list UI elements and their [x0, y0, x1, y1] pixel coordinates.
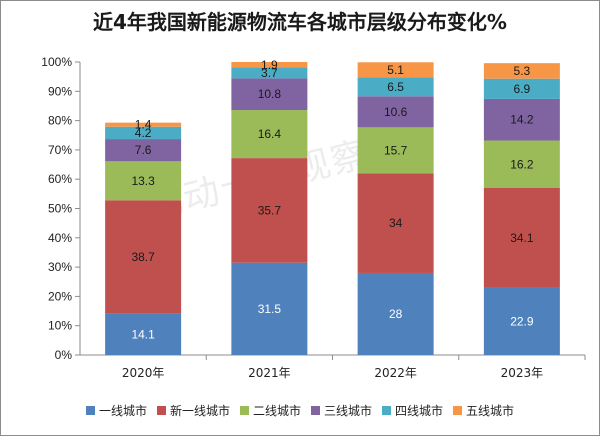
legend-label: 三线城市	[324, 404, 373, 418]
y-tick-label: 70%	[48, 143, 72, 157]
bar-segment	[483, 78, 560, 99]
bar-segment	[105, 126, 182, 140]
bar-segment	[231, 110, 308, 159]
x-tick-label: 2021年	[248, 366, 291, 380]
legend-item: 新一线城市	[156, 402, 230, 419]
y-tick-label: 0%	[55, 348, 73, 362]
data-label: 3.7	[261, 66, 278, 80]
bar-segment	[105, 200, 182, 314]
bar-segment	[105, 161, 182, 201]
bar-segment	[231, 62, 308, 68]
legend: 一线城市 新一线城市 二线城市 三线城市 四线城市 五线城市	[0, 402, 600, 419]
data-label: 34	[389, 216, 403, 230]
bar-segment	[231, 67, 308, 79]
bar-segment	[231, 262, 308, 355]
data-label: 6.9	[514, 82, 531, 96]
legend-item: 二线城市	[239, 402, 301, 419]
bar-segment	[357, 173, 434, 273]
y-tick-label: 30%	[48, 260, 72, 274]
bar-segment	[483, 98, 560, 141]
legend-label: 二线城市	[252, 404, 301, 418]
axes: 0% 10% 20% 30% 40% 50% 60% 70% 80% 90% 100% 2020年 20…	[41, 55, 586, 380]
legend-label: 新一线城市	[169, 404, 230, 418]
legend-item: 四线城市	[382, 402, 443, 419]
y-tick-label: 60%	[48, 172, 72, 186]
data-label: 28	[389, 307, 403, 321]
chart-title: 近4年我国新能源物流车各城市层级分布变化%	[93, 10, 507, 34]
x-tick-label: 2023年	[501, 366, 544, 380]
data-label: 16.2	[510, 157, 534, 171]
data-label: 31.5	[258, 302, 282, 316]
x-tick-label: 2022年	[374, 366, 417, 380]
data-labels: 14.1 38.7 13.3 7.6 4.21.4 31.5 35.7 16.4 10.8 3.7…	[131, 58, 533, 342]
data-label: 7.6	[135, 143, 152, 157]
legend-item: 一线城市	[85, 402, 147, 419]
data-label: 35.7	[258, 203, 282, 217]
legend-item: 三线城市	[311, 402, 372, 419]
bar-segment	[231, 158, 308, 263]
legend-label: 五线城市	[466, 404, 515, 418]
data-label: 13.3	[131, 174, 155, 188]
legend-label: 四线城市	[395, 404, 444, 418]
bar-segment	[357, 96, 434, 128]
y-tick-label: 10%	[48, 319, 72, 333]
legend-label: 一线城市	[98, 404, 147, 418]
bar-segment	[357, 62, 434, 78]
y-tick-label: 50%	[48, 202, 72, 216]
data-label: 38.7	[131, 250, 155, 264]
data-label: 1.9	[261, 58, 278, 72]
y-tick-label: 20%	[48, 289, 72, 303]
y-tick-label: 40%	[48, 231, 72, 245]
legend-item: 五线城市	[453, 402, 514, 419]
bar-segment	[105, 139, 182, 162]
bar-segment	[483, 63, 560, 79]
data-label: 4.2	[135, 126, 152, 140]
legend-swatch	[239, 406, 249, 415]
legend-swatch	[382, 406, 392, 415]
legend-swatch	[156, 406, 166, 415]
data-label: 16.4	[258, 127, 282, 141]
legend-swatch	[85, 406, 95, 415]
data-label: 34.1	[510, 231, 534, 245]
x-tick-label: 2020年	[122, 366, 165, 380]
data-label: 14.1	[131, 327, 155, 341]
bar-segment	[105, 313, 182, 355]
bar-segment	[231, 78, 308, 111]
data-label: 1.4	[135, 118, 152, 132]
data-label: 14.2	[510, 113, 534, 127]
data-label: 22.9	[510, 314, 534, 328]
legend-swatch	[453, 406, 463, 415]
bar-segment	[483, 287, 560, 355]
data-label: 5.1	[387, 63, 404, 77]
data-label: 5.3	[514, 64, 531, 78]
y-tick-label: 90%	[48, 84, 72, 98]
bar-segment	[357, 272, 434, 355]
data-label: 10.6	[384, 105, 408, 119]
bar-segment	[105, 122, 182, 127]
bar-segment	[357, 77, 434, 97]
bar-segment	[483, 187, 560, 288]
legend-swatch	[311, 406, 320, 415]
bars	[105, 62, 560, 355]
y-tick-label: 100%	[41, 55, 72, 69]
y-tick-label: 80%	[48, 114, 72, 128]
data-label: 10.8	[258, 87, 282, 101]
bar-segment	[357, 127, 434, 174]
data-label: 15.7	[384, 143, 408, 157]
data-label: 6.5	[387, 80, 404, 94]
bar-segment	[483, 140, 560, 188]
